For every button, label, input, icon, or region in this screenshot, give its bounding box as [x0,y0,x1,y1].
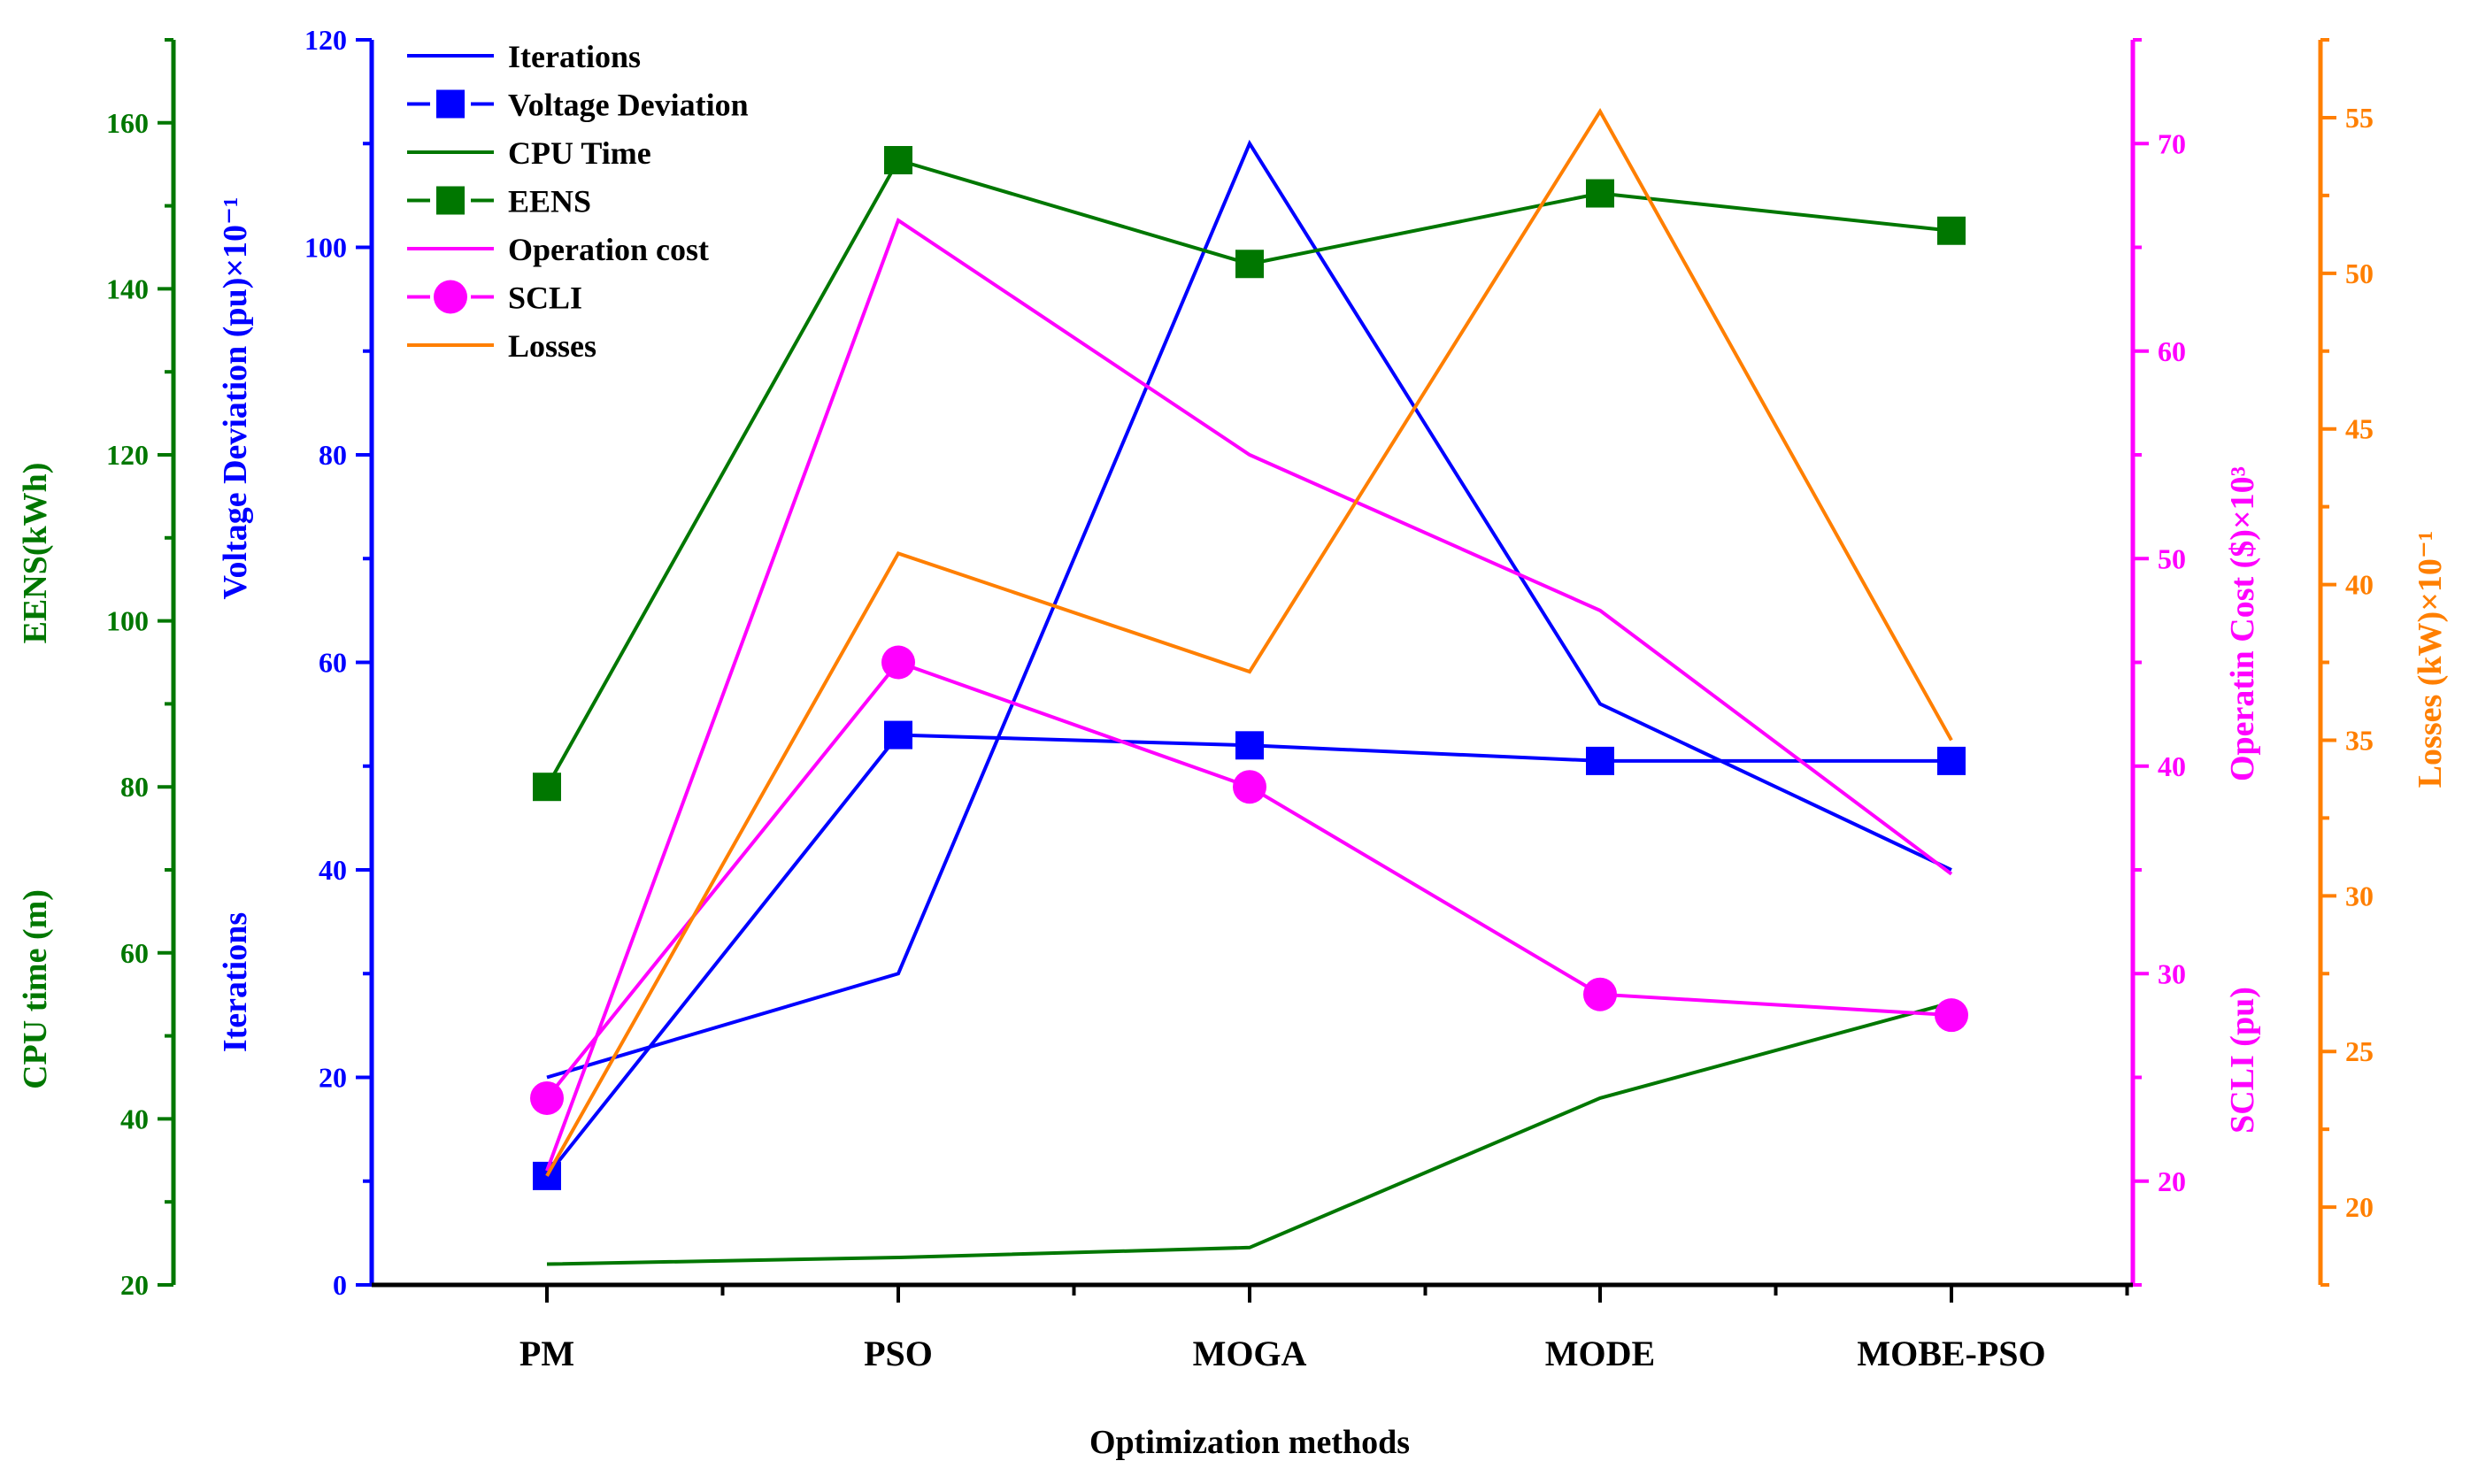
scli-marker [1583,977,1617,1011]
legend-item: Losses [407,328,596,364]
legend-label: Losses [508,328,596,364]
eens-marker [1586,179,1614,208]
voltage-deviation-marker [884,720,912,750]
series-operation-cost [545,217,1953,1172]
right_orange-tick-label: 25 [2345,1035,2374,1067]
eens-marker [1937,216,1966,245]
x-category-label: MODE [1545,1334,1655,1373]
right_magenta-tick-label: 70 [2158,127,2186,159]
right_magenta-tick-label: 40 [2158,750,2186,782]
legend-label: Operation cost [508,232,709,267]
right_orange-tick-label: 35 [2345,724,2374,756]
left_blue-tick-label: 120 [304,24,347,56]
left_green-tick-label: 160 [106,107,149,139]
right_orange-tick-label: 20 [2345,1191,2374,1223]
right_magenta-tick-label: 30 [2158,957,2186,989]
x-category-label: PM [519,1334,574,1373]
x-category-label: PSO [864,1334,933,1373]
x-category-label: MOBE-PSO [1857,1334,2045,1373]
operation-cost-line [545,217,1953,1172]
scli-marker [530,1080,564,1115]
legend-item: Voltage Deviation [407,88,749,123]
legend-label: Voltage Deviation [508,88,749,123]
legend-label: Iterations [508,39,641,74]
cpu-time-line [546,1001,1952,1266]
left_green-tick-label: 20 [120,1269,149,1301]
iterations-axis-title: Iterations [217,912,254,1052]
scli-marker [881,645,915,680]
left_blue-tick-label: 80 [319,439,347,471]
scli-axis-title: SCLI (pu) [2224,987,2261,1134]
losses-axis-title: Losses (kW)×10⁻¹ [2412,531,2449,788]
series-eens [533,146,1966,802]
series-voltage-deviation [533,720,1966,1190]
eens-marker [884,146,912,175]
left_blue-tick-label: 100 [304,232,347,264]
legend-item: CPU Time [407,135,651,171]
losses-line [545,107,1953,1177]
legend-item: EENS [407,184,591,219]
legend-swatch-marker [436,89,465,119]
right_magenta-tick-label: 50 [2158,542,2186,574]
left_green-tick-label: 60 [120,937,149,969]
legend-item: Operation cost [407,232,709,267]
x-axis-title: Optimization methods [1089,1424,1410,1461]
left_blue-tick-label: 0 [333,1269,347,1301]
scli-marker [1935,998,1968,1033]
right_magenta-tick-label: 60 [2158,335,2186,367]
eens-marker [1235,250,1264,279]
x-category-label: MOGA [1193,1334,1307,1373]
legend-label: EENS [508,184,591,219]
legend-swatch-marker [436,186,465,215]
left_green-tick-label: 100 [106,605,149,637]
legend-item: SCLI [407,280,582,316]
scli-line [545,660,1952,1100]
left_blue-tick-label: 20 [319,1062,347,1094]
voltage-deviation-marker [1586,746,1614,775]
left_green-tick-label: 40 [120,1103,149,1134]
left_green-tick-label: 120 [106,439,149,471]
series-scli [530,645,1968,1115]
scli-marker [1233,770,1266,804]
axes-layer: 20 40 60 80 100 120 140 160 0 20 40 60 80 100 120 20 30 4… [17,24,2449,1461]
legend-label: SCLI [508,281,582,316]
operation-cost-axis-title: Operatin Cost ($)×10³ [2224,466,2261,781]
left_blue-tick-label: 60 [319,647,347,679]
right_orange-tick-label: 40 [2345,569,2374,601]
eens-axis-title: EENS(kWh) [17,463,54,644]
left_green-tick-label: 140 [106,273,149,304]
cpu-time-axis-title: CPU time (m) [17,889,54,1089]
right_orange-tick-label: 55 [2345,102,2374,134]
voltage-deviation-marker [1937,746,1966,775]
left_blue-tick-label: 40 [319,854,347,886]
right_orange-tick-label: 50 [2345,258,2374,289]
series-losses [545,107,1953,1177]
series-iterations [546,139,1952,1080]
series-layer [530,107,1968,1266]
right_orange-tick-label: 45 [2345,413,2374,445]
right_magenta-tick-label: 20 [2158,1165,2186,1197]
legend-swatch-marker [434,280,467,314]
legend-item: Iterations [407,39,641,74]
right_orange-tick-label: 30 [2345,880,2374,911]
eens-marker [533,773,561,802]
legend: Iterations Voltage Deviation CPU Time EENS O… [407,39,749,364]
series-cpu-time [546,1001,1952,1266]
iterations-line [546,139,1952,1080]
voltage-deviation-axis-title: Voltage Deviation (pu)×10⁻¹ [217,197,254,600]
legend-label: CPU Time [508,135,651,171]
voltage-deviation-marker [1235,731,1264,760]
left_green-tick-label: 80 [120,771,149,803]
